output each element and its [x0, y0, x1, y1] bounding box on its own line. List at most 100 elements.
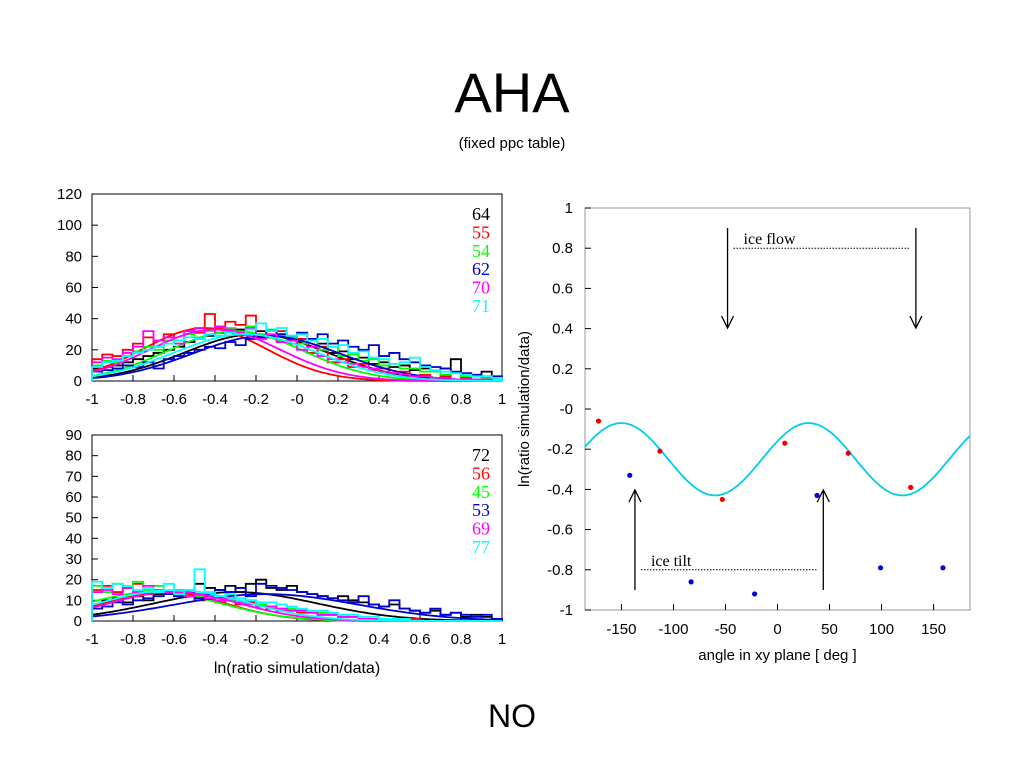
y-tick-label: 0.8: [552, 240, 573, 257]
x-tick-label: -0.6: [161, 631, 187, 648]
legend-entry-53: 53: [472, 500, 490, 520]
y-tick-label: 50: [65, 510, 82, 527]
fit-sinusoid: [584, 422, 971, 497]
y-tick-label: -1: [560, 602, 573, 619]
x-axis-label: ln(ratio simulation/data): [214, 660, 380, 677]
legend-entry-64: 64: [472, 204, 490, 224]
x-tick-label: -0.4: [202, 631, 228, 648]
data-point-red: [845, 450, 851, 456]
x-tick-label: -0: [290, 391, 303, 408]
y-tick-label: 0: [74, 613, 82, 630]
data-point-red: [595, 418, 602, 424]
y-tick-label: -0.8: [547, 562, 573, 579]
x-tick-label: -0.4: [202, 391, 228, 408]
y-tick-label: -0.2: [547, 441, 573, 458]
y-tick-label: -0: [560, 401, 573, 418]
histogram-77: [91, 568, 502, 622]
y-tick-label: 80: [65, 448, 82, 465]
legend-entry-77: 77: [472, 537, 490, 557]
y-tick-label: 0.6: [552, 280, 573, 297]
slide-footer: NO: [488, 698, 536, 734]
y-tick-label: 1: [565, 200, 573, 217]
x-tick-label: 0.2: [328, 631, 349, 648]
x-tick-label: 0.8: [451, 631, 472, 648]
legend-entry-54: 54: [472, 241, 490, 261]
fit-curve-72: [91, 591, 503, 622]
x-tick-label: 0: [773, 621, 781, 638]
legend-entry-55: 55: [472, 222, 490, 242]
y-tick-label: 100: [57, 217, 82, 234]
x-tick-label: -1: [85, 631, 98, 648]
histogram-72: [91, 578, 503, 621]
y-tick-label: 20: [65, 572, 82, 589]
y-tick-label: 30: [65, 551, 82, 568]
legend-entry-45: 45: [472, 482, 490, 502]
plot-frame-right: [584, 207, 971, 611]
y-tick-label: -0.6: [547, 522, 573, 539]
x-tick-label: 100: [869, 621, 894, 638]
x-tick-label: -1: [85, 391, 98, 408]
x-tick-label: 0.4: [369, 631, 390, 648]
data-point-red: [782, 440, 788, 446]
data-point-red: [657, 448, 663, 454]
x-tick-label: -0.8: [120, 391, 146, 408]
x-tick-label: 1: [498, 391, 506, 408]
slide-title: AHA: [454, 61, 570, 124]
legend-entry-62: 62: [472, 259, 490, 279]
legend-entry-70: 70: [472, 278, 490, 298]
x-tick-label: 150: [921, 621, 946, 638]
y-tick-label: 10: [65, 592, 82, 609]
x-tick-label: 0.2: [328, 391, 349, 408]
y-tick-label: 90: [65, 427, 82, 444]
x-tick-label: 50: [821, 621, 838, 638]
data-point-blue: [688, 579, 694, 585]
x-tick-label: 0.6: [410, 391, 431, 408]
y-tick-label: 0: [74, 373, 82, 390]
y-tick-label: -0.4: [547, 481, 573, 498]
y-tick-label: 60: [65, 489, 82, 506]
legend-entry-71: 71: [472, 296, 490, 316]
y-tick-label: 70: [65, 468, 82, 485]
fit-curve-53: [91, 593, 503, 621]
annotation-arrowhead: [628, 488, 642, 503]
histogram-53: [91, 582, 503, 621]
x-tick-label: -50: [715, 621, 737, 638]
y-tick-label: 120: [57, 186, 82, 203]
fit-curve-77: [91, 589, 502, 622]
x-tick-label: -0: [290, 631, 303, 648]
data-point-blue: [877, 565, 884, 571]
fit-curve-70: [91, 328, 502, 382]
y-axis-label: ln(ratio simulation/data): [516, 331, 533, 487]
x-tick-label: -150: [606, 621, 636, 638]
y-tick-label: 20: [65, 342, 82, 359]
histogram-71: [91, 322, 503, 381]
legend-entry-69: 69: [472, 519, 490, 539]
x-tick-label: 0.6: [410, 631, 431, 648]
data-point-red: [719, 496, 725, 503]
y-tick-label: 60: [65, 280, 82, 297]
data-point-blue: [627, 472, 633, 478]
x-tick-label: 0.4: [369, 391, 390, 408]
legend-entry-72: 72: [472, 445, 490, 465]
x-tick-label: -0.8: [120, 631, 146, 648]
x-tick-label: -100: [658, 621, 688, 638]
annotation-label: ice flow: [744, 231, 796, 248]
data-point-red: [908, 484, 914, 490]
y-tick-label: 40: [65, 530, 82, 547]
histogram-70: [91, 325, 502, 382]
x-axis-label: angle in xy plane [ deg ]: [698, 647, 856, 664]
data-point-blue: [940, 565, 946, 571]
x-tick-label: -0.2: [243, 631, 269, 648]
y-tick-label: 0.2: [552, 361, 573, 378]
annotation-arrowhead: [909, 315, 923, 330]
y-tick-label: 80: [65, 248, 82, 265]
x-tick-label: -0.6: [161, 391, 187, 408]
x-tick-label: 0.8: [451, 391, 472, 408]
x-tick-label: 1: [498, 631, 506, 648]
slide-subtitle: (fixed ppc table): [458, 135, 566, 152]
data-point-blue: [752, 591, 758, 597]
annotation-label: ice tilt: [651, 553, 692, 570]
y-tick-label: 40: [65, 311, 82, 328]
annotation-arrowhead: [816, 488, 830, 503]
